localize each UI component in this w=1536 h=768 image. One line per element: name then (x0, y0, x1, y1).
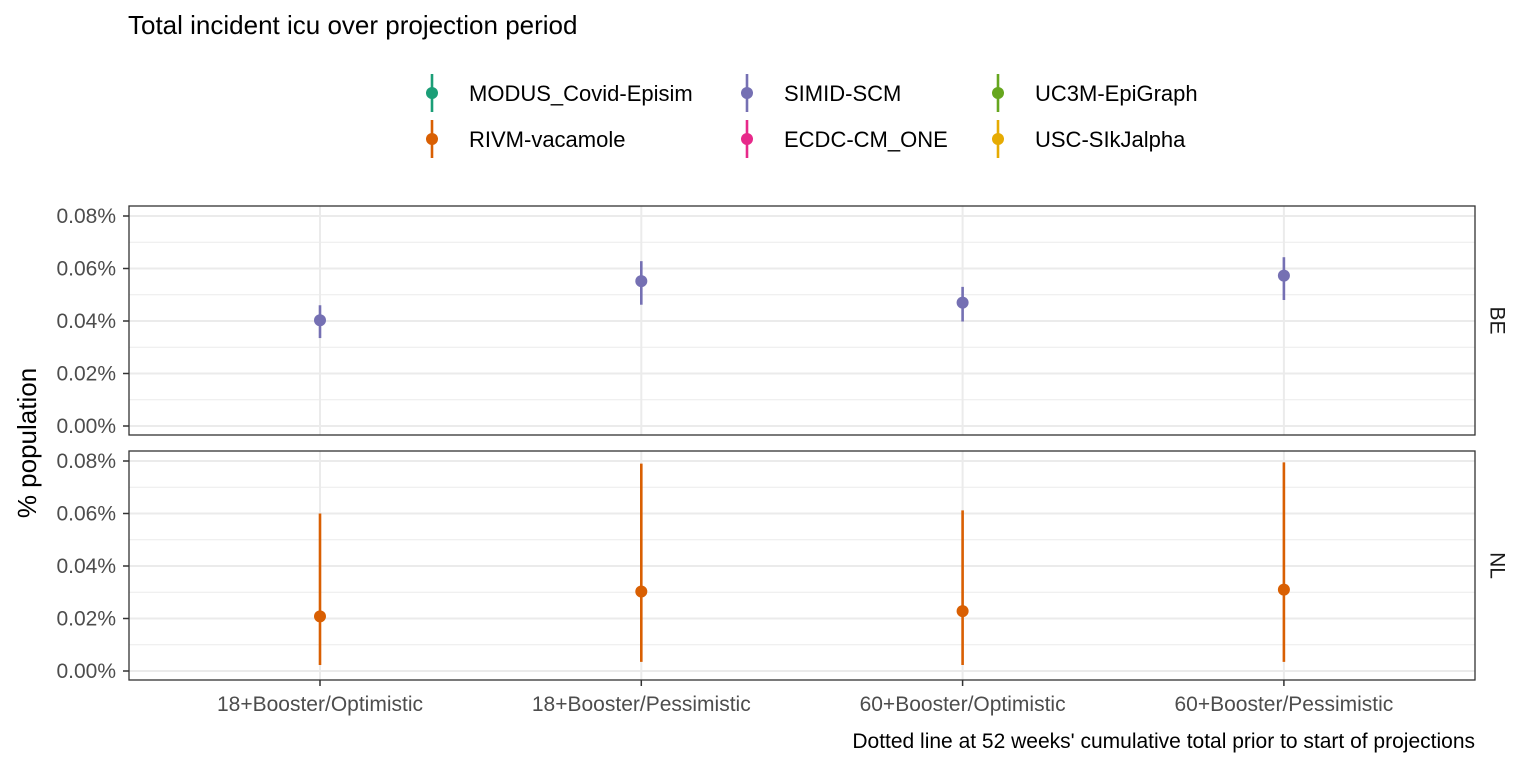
legend-label: MODUS_Covid-Episim (469, 81, 693, 106)
panels: 0.00%0.02%0.04%0.06%0.08%BE0.00%0.02%0.0… (56, 205, 1508, 683)
series-rivm-vacamole (314, 462, 1290, 665)
data-point (314, 610, 326, 623)
legend-item: MODUS_Covid-Episim (426, 74, 693, 112)
legend-key-dot (741, 87, 753, 99)
legend-label: RIVM-vacamole (469, 127, 625, 152)
data-point (635, 585, 648, 598)
y-tick-label: 0.00% (56, 660, 116, 683)
caption: Dotted line at 52 weeks' cumulative tota… (852, 730, 1475, 753)
data-point (314, 314, 326, 327)
x-tick-label: 18+Booster/Optimistic (217, 693, 423, 716)
y-axis-label: % population (12, 368, 42, 518)
panel-be: 0.00% 0.02% 0.04% 0.06% 0.08% BE (56, 205, 1508, 438)
y-tick-label: 0.02% (56, 363, 116, 386)
series-simid-scm (314, 257, 1290, 339)
y-tick-label: 0.00% (56, 415, 116, 438)
legend-label: ECDC-CM_ONE (784, 127, 948, 152)
y-tick-label: 0.06% (56, 258, 116, 281)
data-point (956, 296, 969, 309)
y-tick-label: 0.08% (56, 205, 116, 228)
data-point (1277, 583, 1290, 596)
chart-title: Total incident icu over projection perio… (128, 10, 577, 40)
panel-border (128, 450, 1476, 681)
data-point (635, 275, 648, 288)
legend-key-dot (426, 87, 438, 99)
y-tick-label: 0.02% (56, 608, 116, 631)
strip-label: NL (1485, 552, 1508, 579)
legend-label: UC3M-EpiGraph (1035, 81, 1198, 106)
legend-item: SIMID-SCM (741, 74, 901, 112)
panel-nl: 0.00% 0.02% 0.04% 0.06% 0.08% NL (56, 450, 1508, 683)
y-tick-label: 0.04% (56, 310, 116, 333)
panel-border (128, 205, 1476, 436)
x-axis: 18+Booster/Optimistic 18+Booster/Pessimis… (217, 680, 1393, 716)
data-point (1277, 269, 1290, 282)
legend-item: USC-SIkJalpha (992, 120, 1186, 158)
legend-key-dot (992, 133, 1004, 145)
x-tick-label: 60+Booster/Pessimistic (1174, 693, 1393, 716)
legend-key-dot (741, 133, 753, 145)
legend-label: SIMID-SCM (784, 81, 901, 106)
legend-label: USC-SIkJalpha (1035, 127, 1186, 152)
legend-item: UC3M-EpiGraph (992, 74, 1198, 112)
x-tick-label: 60+Booster/Optimistic (860, 693, 1066, 716)
legend-key-dot (426, 133, 438, 145)
y-tick-label: 0.08% (56, 450, 116, 473)
legend-item: ECDC-CM_ONE (741, 120, 948, 158)
legend-key-dot (992, 87, 1004, 99)
legend-item: RIVM-vacamole (426, 120, 625, 158)
strip-label: BE (1485, 306, 1508, 334)
y-tick-label: 0.04% (56, 555, 116, 578)
x-tick-label: 18+Booster/Pessimistic (532, 693, 751, 716)
data-point (956, 605, 969, 618)
y-tick-label: 0.06% (56, 503, 116, 526)
legend: MODUS_Covid-Episim RIVM-vacamole SIMID-SCM… (426, 74, 1198, 158)
